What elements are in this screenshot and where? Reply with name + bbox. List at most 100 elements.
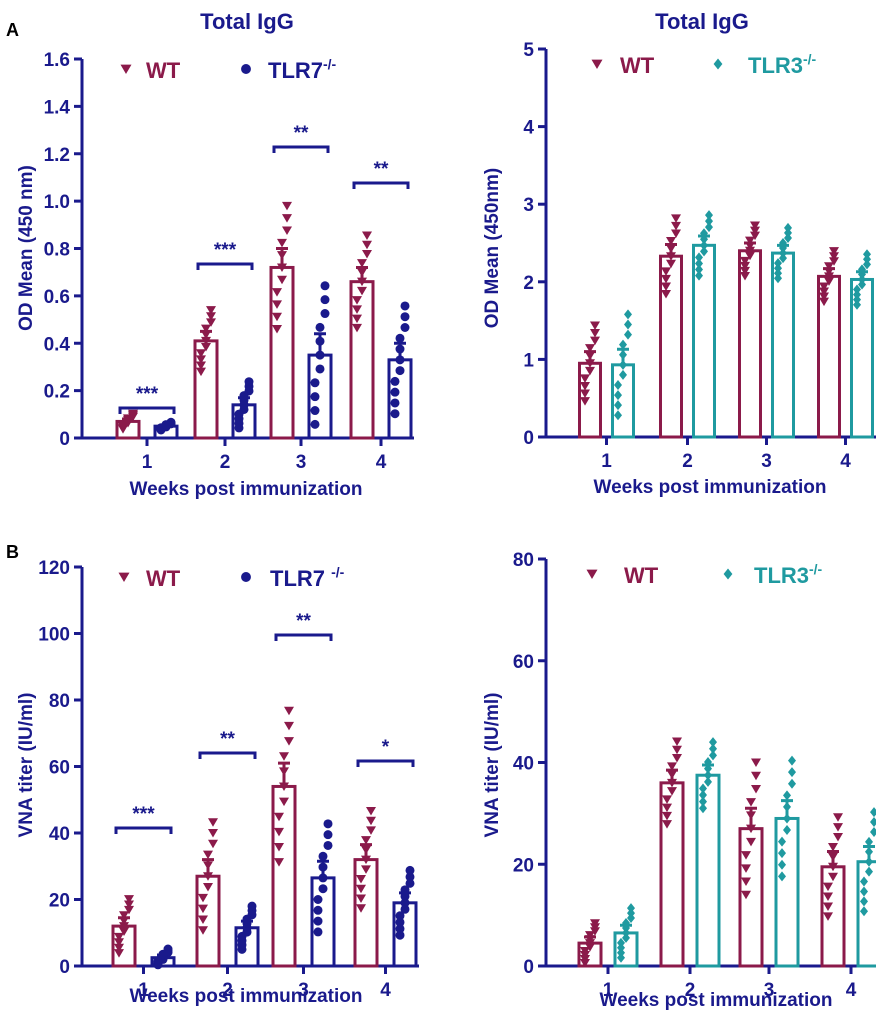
data-point: [788, 755, 796, 766]
data-point: [614, 380, 622, 391]
data-point: [824, 267, 834, 276]
data-point: [666, 259, 676, 269]
data-point: [778, 871, 786, 882]
data-point: [198, 915, 208, 924]
data-point: [366, 806, 376, 816]
data-point: [272, 312, 282, 322]
bar-knockout: [771, 251, 795, 439]
x-tick-label: 2: [220, 452, 231, 473]
x-tick-label: 3: [761, 451, 772, 472]
data-point: [671, 214, 681, 223]
data-point: [590, 336, 600, 346]
data-point: [119, 916, 129, 926]
legend-marker: [723, 568, 733, 580]
data-point: [580, 374, 590, 383]
data-point: [310, 392, 320, 402]
significance-label: ***: [132, 804, 155, 825]
data-point: [819, 282, 829, 291]
data-point: [323, 840, 333, 850]
bar-wt: [349, 280, 375, 440]
y-tick-label: 0: [59, 429, 70, 450]
legend-label: TLR3-/-: [748, 51, 817, 78]
data-point: [828, 872, 838, 882]
y-axis-label: VNA titer (IU/ml): [16, 693, 37, 838]
significance-bracket: [352, 181, 410, 189]
data-point: [247, 901, 257, 911]
data-point: [705, 222, 713, 233]
data-point: [704, 770, 712, 781]
data-point: [709, 737, 717, 748]
data-point: [829, 257, 839, 266]
data-point: [860, 886, 868, 897]
data-point: [279, 767, 289, 776]
legend-marker: [241, 64, 251, 74]
data-point: [272, 300, 282, 309]
data-point: [870, 817, 876, 828]
data-point: [667, 778, 677, 788]
data-point: [870, 807, 876, 818]
data-point: [390, 376, 400, 386]
y-tick-label: 0.6: [44, 287, 70, 308]
data-point: [662, 795, 672, 804]
bar-knockout: [856, 860, 876, 968]
data-point: [865, 846, 873, 857]
data-point: [590, 919, 600, 928]
x-tick-label: 1: [601, 451, 612, 472]
data-point: [853, 299, 861, 310]
x-tick-label: 3: [296, 452, 307, 473]
data-point: [118, 420, 128, 429]
data-point: [778, 848, 786, 859]
data-point: [783, 825, 791, 836]
data-point: [400, 898, 410, 908]
x-tick-label: 4: [380, 980, 391, 1001]
data-point: [580, 389, 590, 399]
legend-label: WT: [146, 566, 181, 591]
x-axis-label: Weeks post immunization: [600, 990, 833, 1011]
data-point: [778, 836, 786, 847]
data-point: [323, 819, 333, 829]
significance-bracket: [356, 759, 415, 767]
data-point: [274, 827, 284, 837]
data-point: [695, 270, 703, 281]
data-point: [819, 292, 829, 302]
data-point: [580, 397, 590, 406]
chart-a-tlr3-igg: Total IgG Weeks post immunization OD Mea…: [482, 9, 876, 498]
data-point: [627, 903, 635, 914]
data-point: [624, 329, 632, 340]
x-tick-label: 1: [142, 452, 153, 473]
data-point: [196, 367, 206, 377]
y-tick-label: 2: [523, 273, 534, 294]
data-point: [741, 890, 751, 900]
data-point: [695, 252, 703, 263]
data-point: [208, 818, 218, 827]
data-point: [709, 750, 717, 761]
data-point: [279, 782, 289, 791]
data-point: [206, 312, 216, 321]
data-point: [282, 214, 292, 223]
bar-wt: [738, 827, 764, 968]
x-tick-label: 4: [840, 451, 851, 472]
data-point: [824, 272, 834, 281]
data-point: [740, 256, 750, 266]
data-point: [824, 277, 834, 286]
data-point: [740, 266, 750, 276]
data-point: [667, 762, 677, 771]
data-point: [662, 803, 672, 813]
data-point: [853, 289, 861, 300]
data-point: [361, 836, 371, 845]
data-point: [672, 754, 682, 763]
data-point: [313, 927, 323, 937]
data-point: [198, 893, 208, 903]
data-point: [242, 914, 252, 924]
data-point: [279, 797, 289, 807]
x-tick-label: 1: [603, 980, 614, 1001]
data-point: [272, 325, 282, 334]
significance-bracket: [274, 633, 333, 641]
legend-label: WT: [146, 58, 181, 83]
data-point: [774, 258, 782, 269]
data-point: [356, 894, 366, 904]
data-point: [277, 275, 287, 285]
data-point: [823, 902, 833, 911]
data-point: [699, 796, 707, 807]
y-tick-label: 0.8: [44, 240, 70, 261]
